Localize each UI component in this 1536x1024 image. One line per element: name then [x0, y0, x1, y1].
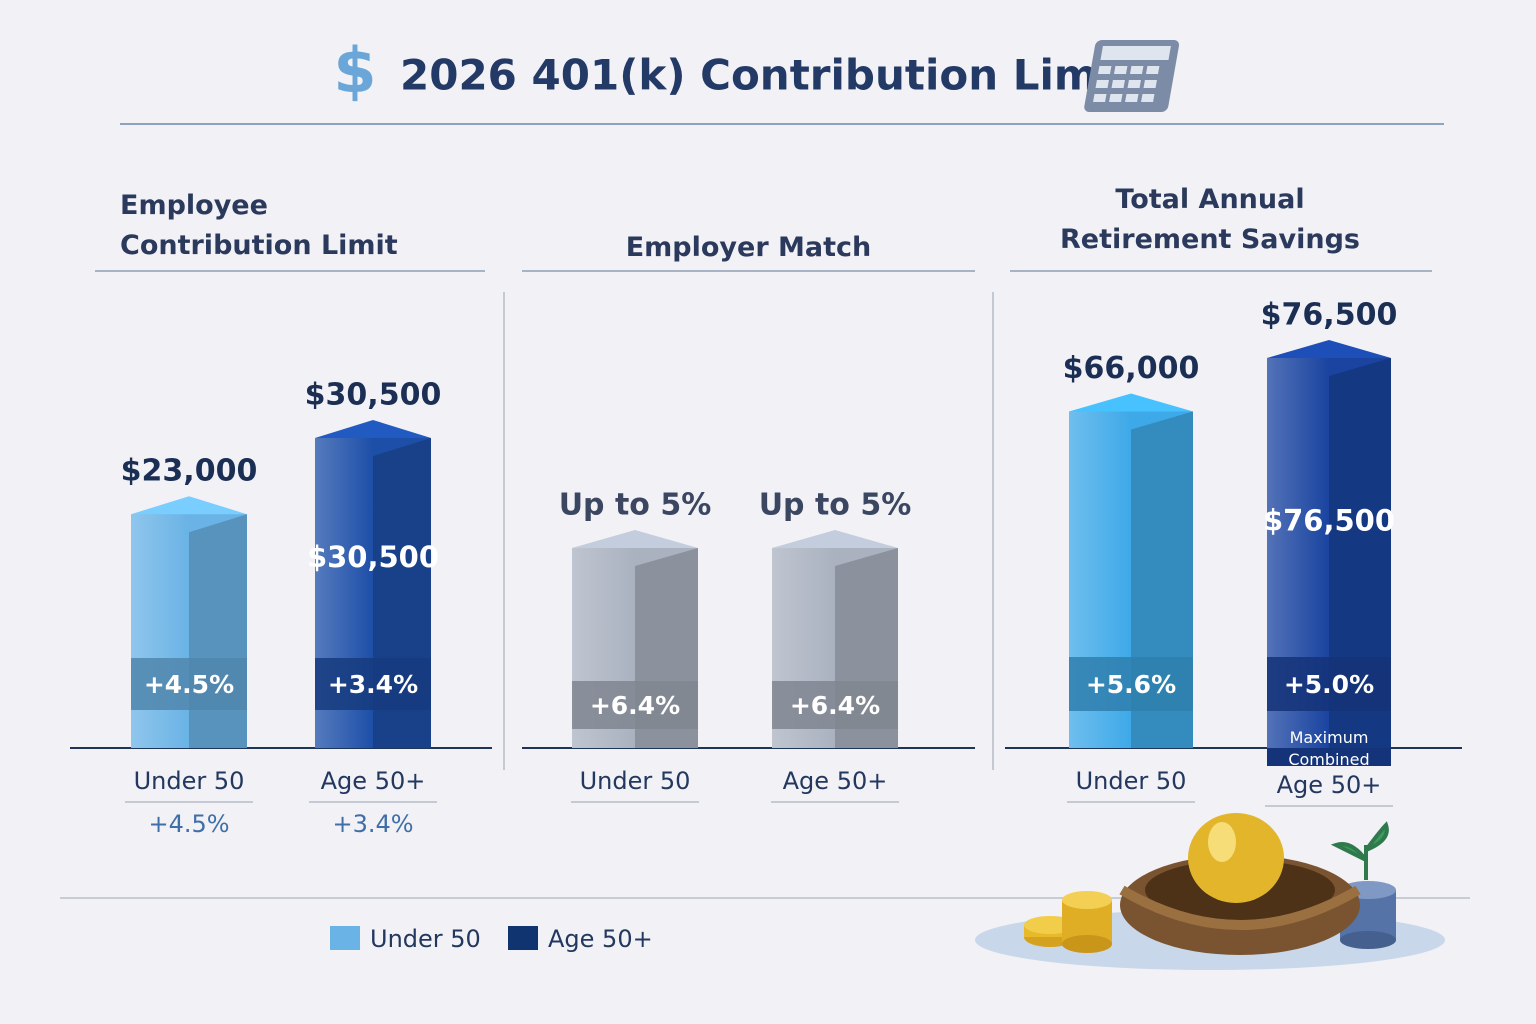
category-label: Under 50: [134, 767, 245, 795]
nest-egg-illustration: [975, 813, 1445, 970]
page-title: 2026 401(k) Contribution Limits: [400, 51, 1157, 100]
calculator-icon: [1084, 40, 1180, 112]
badge: [315, 658, 431, 710]
badge: [572, 681, 698, 729]
badge-label: +6.4%: [590, 691, 680, 720]
category-label: Age 50+: [321, 767, 426, 795]
value-label: Up to 5%: [559, 488, 712, 523]
bar-side: [189, 514, 247, 748]
legend-label: Under 50: [370, 925, 481, 953]
sub-label: +4.5%: [148, 810, 229, 838]
legend-swatch: [330, 926, 360, 950]
badge: [131, 658, 247, 710]
category-label: Under 50: [580, 767, 691, 795]
panel-title: Total Annual Retirement Savings: [1060, 184, 1361, 255]
inner-value-label: $76,500: [1263, 503, 1395, 537]
legend-swatch: [508, 926, 538, 950]
panel-title: Employer Match: [625, 232, 872, 263]
badge-label: +6.4%: [790, 691, 880, 720]
dollar-icon: $: [333, 34, 376, 107]
legend-label: Age 50+: [548, 925, 653, 953]
value-label: $76,500: [1261, 298, 1398, 333]
category-label: Age 50+: [783, 767, 888, 795]
value-label: $23,000: [121, 454, 258, 489]
note: Maximum Combined: [1288, 728, 1369, 769]
value-label: $30,500: [305, 378, 442, 413]
note-box: [1267, 748, 1391, 766]
badge-label: +5.0%: [1284, 670, 1374, 699]
badge: [1267, 657, 1391, 711]
bar-shade: [131, 514, 189, 748]
inner-value-label: $30,500: [307, 540, 439, 574]
value-label: Up to 5%: [759, 488, 912, 523]
value-label: $66,000: [1063, 351, 1200, 386]
badge-label: +3.4%: [328, 670, 418, 699]
category-label: Age 50+: [1277, 771, 1382, 799]
category-label: Under 50: [1076, 767, 1187, 795]
panel-title: Employee Contribution Limit: [120, 190, 398, 261]
bar-side: [1329, 358, 1391, 748]
badge: [1069, 657, 1193, 711]
sub-label: +3.4%: [332, 810, 413, 838]
badge-label: +4.5%: [144, 670, 234, 699]
badge-label: +5.6%: [1086, 670, 1176, 699]
badge: [772, 681, 898, 729]
